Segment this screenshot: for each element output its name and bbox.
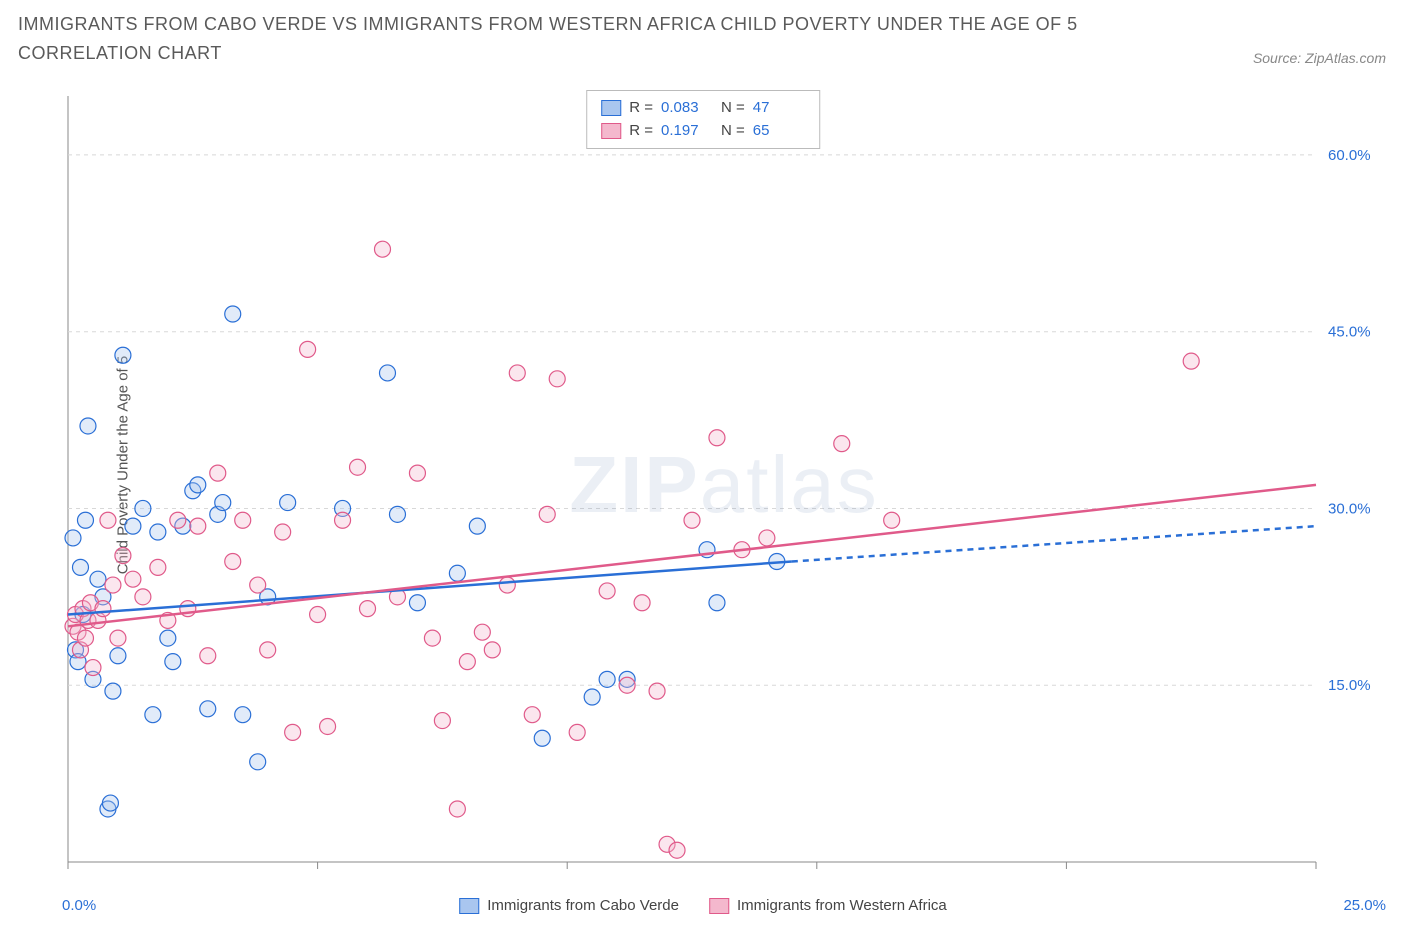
r-label: R =	[629, 120, 653, 143]
legend-item-cabo: Immigrants from Cabo Verde	[459, 897, 679, 914]
x-origin-label: 0.0%	[62, 897, 96, 914]
chart-plot-area: 15.0%30.0%45.0%60.0% ZIPatlas	[62, 90, 1386, 880]
chart-title: IMMIGRANTS FROM CABO VERDE VS IMMIGRANTS…	[18, 10, 1206, 68]
swatch-cabo	[601, 100, 621, 116]
swatch-western	[601, 123, 621, 139]
r-value-western: 0.197	[661, 120, 713, 143]
swatch-western-bottom	[709, 898, 729, 914]
svg-text:60.0%: 60.0%	[1328, 147, 1371, 164]
legend-row-cabo: R = 0.083 N = 47	[601, 97, 805, 120]
x-max-label: 25.0%	[1343, 897, 1386, 914]
n-value-cabo: 47	[753, 97, 805, 120]
legend-label-western: Immigrants from Western Africa	[737, 897, 947, 914]
scatter-svg: 15.0% 30.0% 45.0% 60.0%	[62, 90, 1386, 880]
r-label: R =	[629, 97, 653, 120]
correlation-legend: R = 0.083 N = 47 R = 0.197 N = 65	[586, 90, 820, 149]
svg-text:30.0%: 30.0%	[1328, 500, 1371, 517]
legend-label-cabo: Immigrants from Cabo Verde	[487, 897, 679, 914]
r-value-cabo: 0.083	[661, 97, 713, 120]
svg-text:45.0%: 45.0%	[1328, 324, 1371, 341]
legend-item-western: Immigrants from Western Africa	[709, 897, 947, 914]
legend-row-western: R = 0.197 N = 65	[601, 120, 805, 143]
svg-text:15.0%: 15.0%	[1328, 677, 1371, 694]
n-label: N =	[721, 97, 745, 120]
source-attribution: Source: ZipAtlas.com	[1253, 50, 1386, 66]
series-legend: Immigrants from Cabo Verde Immigrants fr…	[459, 897, 947, 914]
n-label: N =	[721, 120, 745, 143]
swatch-cabo-bottom	[459, 898, 479, 914]
n-value-western: 65	[753, 120, 805, 143]
